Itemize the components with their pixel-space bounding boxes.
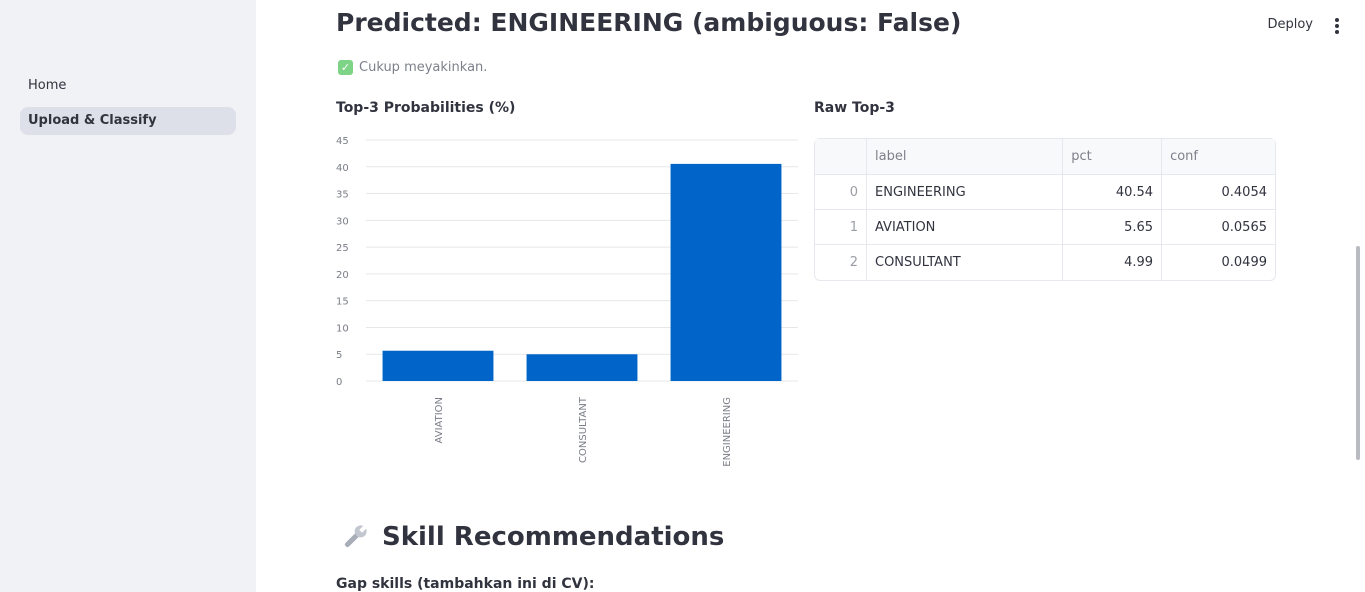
confidence-note-text: Cukup meyakinkan. [359,60,488,75]
column-header-label[interactable]: label [866,139,1063,175]
row-index: 0 [815,175,866,210]
table-cell-label: AVIATION [866,210,1063,245]
table-heading: Raw Top-3 [814,100,895,116]
y-tick-label: 20 [336,270,349,281]
y-tick-label: 0 [336,377,342,388]
y-tick-label: 30 [336,216,349,227]
y-tick-label: 45 [336,136,349,147]
table-cell-pct: 4.99 [1062,245,1161,280]
row-index: 2 [849,255,858,270]
check-icon: ✓ [338,60,353,75]
y-tick-label: 25 [336,243,349,254]
y-tick-label: 40 [336,163,349,174]
column-header-pct[interactable]: pct [1062,139,1162,175]
raw-top3-table: label pct conf 0 ENGINEERING 40.54 0.4054 1 AVI… [814,138,1276,281]
table-row: 2 CONSULTANT 4.99 0.0499 [815,245,1275,280]
page-title: Predicted: ENGINEERING (ambiguous: False… [336,8,962,37]
table-row: 1 AVIATION 5.65 0.0565 [815,210,1275,245]
y-tick-label: 10 [336,323,349,334]
bar-consultant [526,354,638,381]
probability-bar-chart: 0 5 10 15 20 25 30 35 40 45 AVIATION CONSULTANT ENGI… [336,136,798,467]
y-tick-label: 35 [336,190,349,201]
table-cell-pct: 40.54 [1062,175,1162,210]
x-tick-label: ENGINEERING [722,397,733,467]
table-cell-conf: 0.0565 [1161,210,1275,245]
table-header-row: label pct conf [815,139,1275,175]
table-cell-conf: 0.0499 [1161,245,1275,280]
x-tick-label: CONSULTANT [578,396,589,463]
gap-skills-label: Gap skills (tambahkan ini di CV): [336,576,595,592]
bar-engineering [670,163,782,381]
row-index: 1 [815,210,866,245]
x-tick-label: AVIATION [434,397,445,443]
more-options-icon[interactable] [1331,15,1343,35]
bar-aviation [382,350,494,381]
table-row: 0 ENGINEERING 40.54 0.4054 [815,175,1275,210]
sidebar: Home Upload & Classify [0,0,256,592]
chart-heading: Top-3 Probabilities (%) [336,100,516,116]
column-header-conf[interactable]: conf [1161,139,1275,175]
scrollbar-thumb[interactable] [1356,246,1360,460]
y-tick-label: 15 [336,297,349,308]
wrench-icon [344,524,368,548]
table-cell-label: CONSULTANT [866,245,1062,280]
deploy-button[interactable]: Deploy [1267,17,1313,32]
table-cell-pct: 5.65 [1062,210,1162,245]
sidebar-item-home[interactable]: Home [28,78,67,93]
table-cell-conf: 0.4054 [1161,175,1275,210]
confidence-note: ✓ Cukup meyakinkan. [338,60,487,75]
column-header-index[interactable] [815,139,866,175]
y-tick-label: 5 [336,350,342,361]
skills-heading: Skill Recommendations [340,522,724,552]
skills-heading-text: Skill Recommendations [382,522,725,552]
header-actions: Deploy [1263,14,1343,35]
table-cell-label: ENGINEERING [866,175,1063,210]
sidebar-item-upload-classify[interactable]: Upload & Classify [20,107,236,135]
